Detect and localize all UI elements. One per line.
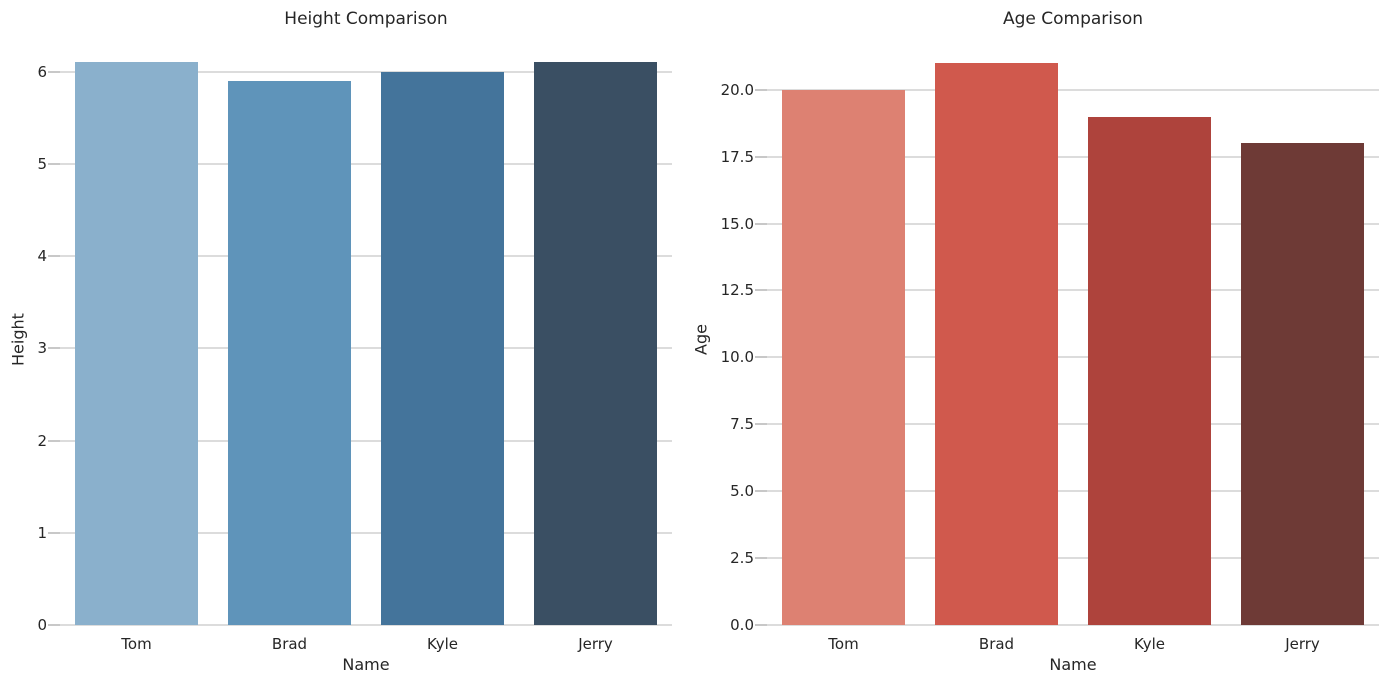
y-tick-label: 2.5	[730, 549, 754, 568]
y-tick-mark	[48, 162, 60, 165]
bar-tom	[782, 89, 905, 625]
gridline	[60, 162, 672, 165]
gridline	[767, 222, 1379, 225]
x-tick-label: Jerry	[1285, 635, 1320, 653]
y-tick-mark	[48, 347, 60, 350]
y-tick-mark	[48, 439, 60, 442]
x-tick-label: Kyle	[1133, 635, 1166, 653]
y-tick-mark	[48, 70, 60, 73]
y-tick-mark	[48, 255, 60, 258]
y-tick-mark	[48, 531, 60, 534]
x-tick-label: Tom	[121, 635, 152, 653]
y-tick-mark	[755, 490, 767, 493]
x-tick-label: Brad	[271, 635, 308, 653]
gridline	[60, 347, 672, 350]
age-plot-area: 0.0 2.5 5.0 7.5 10.0 12.5 15.0 17.5 20.0 Tom Brad K…	[721, 55, 1379, 653]
y-tick-label: 0	[37, 616, 47, 634]
y-tick-label: 4	[37, 247, 47, 266]
age-y-axis-label: Age	[691, 324, 711, 356]
y-tick-label: 5	[37, 154, 47, 173]
age-x-axis-label: Name	[1049, 655, 1097, 674]
gridline	[767, 423, 1379, 426]
bar-kyle	[1088, 116, 1211, 625]
y-tick-mark	[755, 88, 767, 91]
gridline	[60, 624, 672, 626]
y-tick-label: 10.0	[720, 348, 754, 367]
bar-brad	[935, 63, 1058, 625]
height-chart-title: Height Comparison	[284, 9, 448, 29]
age-chart-title: Age Comparison	[1002, 9, 1144, 29]
y-tick-mark	[755, 423, 767, 426]
gridline	[767, 155, 1379, 158]
gridline	[767, 557, 1379, 560]
y-tick-label: 7.5	[730, 415, 754, 434]
gridline	[767, 490, 1379, 493]
y-tick-label: 6	[37, 62, 47, 81]
gridline	[767, 289, 1379, 292]
gridline	[767, 356, 1379, 359]
bar-kyle	[381, 71, 504, 625]
y-tick-mark	[755, 557, 767, 560]
y-tick-mark	[48, 624, 60, 626]
gridline	[60, 439, 672, 442]
height-plot-area: 0 1 2 3 4 5 6 Tom Brad Kyle Jerry	[37, 55, 672, 653]
y-tick-label: 1	[37, 523, 47, 542]
y-tick-mark	[755, 356, 767, 359]
x-tick-label: Jerry	[578, 635, 613, 653]
height-x-axis-label: Name	[342, 655, 390, 674]
y-tick-label: 3	[37, 339, 47, 358]
y-tick-label: 2	[37, 431, 47, 450]
x-tick-label: Tom	[828, 635, 859, 653]
y-tick-label: 15.0	[720, 214, 754, 233]
x-tick-label: Brad	[978, 635, 1015, 653]
x-tick-label: Kyle	[426, 635, 459, 653]
bar-tom	[75, 62, 198, 625]
y-tick-label: 20.0	[720, 80, 754, 99]
y-tick-label: 12.5	[720, 281, 754, 300]
y-tick-mark	[755, 155, 767, 158]
y-tick-label: 0.0	[730, 616, 754, 634]
y-tick-mark	[755, 222, 767, 225]
gridline	[60, 255, 672, 258]
gridline	[767, 624, 1379, 626]
gridline	[767, 88, 1379, 91]
bar-jerry	[534, 62, 657, 625]
gridline	[60, 531, 672, 534]
bar-brad	[228, 80, 351, 625]
y-tick-label: 17.5	[720, 147, 754, 166]
bar-jerry	[1241, 143, 1364, 625]
gridline	[60, 70, 672, 73]
y-tick-label: 5.0	[730, 482, 754, 501]
y-tick-mark	[755, 624, 767, 626]
y-tick-mark	[755, 289, 767, 292]
